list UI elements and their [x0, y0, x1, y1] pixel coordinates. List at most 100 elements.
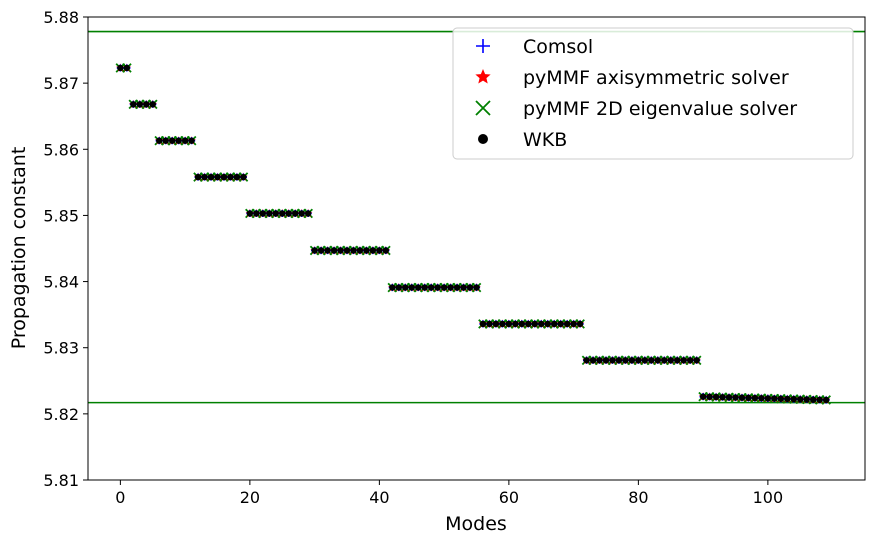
y-tick-label: 5.83	[43, 339, 79, 358]
dot-marker-mode-98	[751, 394, 759, 402]
dot-marker-mode-91	[706, 393, 713, 401]
dot-marker-mode-89	[693, 357, 700, 364]
dot-marker-mode-96	[738, 394, 746, 401]
x-tick-label: 0	[115, 488, 125, 507]
dot-marker-mode-109	[822, 396, 830, 404]
dot-marker-mode-61	[512, 320, 519, 328]
dot-marker-mode-63	[525, 320, 532, 328]
dot-marker-mode-73	[589, 357, 597, 364]
dot-marker-mode-82	[648, 357, 655, 364]
dot-marker-mode-28	[298, 210, 305, 217]
dot-marker-mode-76	[609, 357, 616, 364]
mode-group-5	[245, 208, 313, 219]
x-tick-label: 80	[628, 488, 648, 507]
dot-marker-mode-80	[635, 357, 642, 364]
x-tick-label: 100	[753, 488, 784, 507]
dot-marker-mode-99	[758, 395, 765, 402]
legend-label: pyMMF axisymmetric solver	[523, 67, 789, 89]
dot-marker-mode-68	[557, 320, 564, 328]
dot-marker-mode-87	[680, 357, 687, 364]
dot-marker-mode-94	[725, 394, 733, 401]
dot-marker-mode-4	[143, 101, 150, 108]
dot-marker-mode-56	[479, 320, 487, 328]
dot-marker-mode-71	[576, 320, 584, 328]
dot-marker-mode-48	[427, 284, 435, 291]
y-tick-label: 5.87	[43, 74, 79, 93]
dot-marker-mode-7	[162, 137, 169, 144]
dot-marker-mode-83	[654, 357, 661, 364]
legend-marker-dot	[478, 134, 488, 144]
y-tick-label: 5.81	[43, 471, 79, 490]
y-tick-label: 5.82	[43, 405, 79, 424]
mode-group-6	[309, 245, 391, 256]
dot-marker-mode-100	[764, 395, 772, 402]
dot-marker-mode-77	[615, 357, 623, 364]
dot-marker-mode-37	[356, 247, 364, 254]
dot-marker-mode-46	[415, 284, 422, 291]
dot-marker-mode-53	[460, 284, 467, 291]
dot-marker-mode-2	[130, 101, 137, 108]
dot-marker-mode-6	[156, 137, 163, 144]
dot-marker-mode-55	[473, 284, 480, 291]
legend-marker-plus	[476, 39, 490, 53]
dot-marker-mode-36	[350, 247, 357, 254]
dot-marker-mode-18	[233, 173, 241, 181]
dot-marker-mode-38	[363, 247, 370, 254]
legend-marker-star	[475, 69, 491, 84]
dot-marker-mode-20	[246, 210, 254, 217]
data-points	[115, 63, 831, 405]
legend-label: WKB	[523, 129, 567, 151]
mode-group-10	[698, 391, 831, 405]
dot-marker-mode-44	[402, 284, 409, 291]
dot-marker-mode-33	[330, 247, 338, 254]
dot-marker-mode-9	[175, 137, 182, 144]
legend-marker-x	[475, 100, 491, 116]
x-tick-label: 20	[240, 488, 260, 507]
dot-marker-mode-25	[279, 210, 286, 217]
dot-marker-mode-19	[240, 173, 247, 181]
dot-marker-mode-75	[602, 357, 610, 364]
dot-marker-mode-92	[712, 393, 720, 401]
x-tick-label: 60	[499, 488, 519, 507]
mode-group-2	[128, 99, 158, 110]
dot-marker-mode-0	[117, 64, 124, 72]
dot-marker-mode-14	[207, 173, 215, 181]
dot-marker-mode-21	[253, 210, 260, 217]
legend-box	[452, 27, 854, 160]
legend-label: Comsol	[523, 36, 593, 58]
dot-marker-mode-13	[201, 173, 208, 181]
y-tick-label: 5.88	[43, 8, 79, 27]
dot-marker-mode-47	[421, 284, 428, 291]
dot-marker-mode-97	[745, 394, 752, 402]
dot-marker-mode-1	[123, 64, 131, 72]
mode-group-9	[581, 355, 702, 366]
dot-marker-mode-10	[181, 137, 189, 144]
x-tick-label: 40	[369, 488, 389, 507]
dot-marker-mode-40	[376, 247, 383, 254]
y-axis-ticks: 5.81 5.82 5.83 5.84 5.85 5.86 5.87 5.88	[43, 8, 88, 490]
dot-marker-mode-51	[447, 284, 454, 291]
dot-marker-mode-27	[292, 210, 299, 217]
dot-marker-mode-34	[337, 247, 344, 254]
dot-marker-mode-45	[408, 284, 415, 291]
dot-marker-mode-60	[505, 320, 513, 328]
dot-marker-mode-106	[803, 396, 810, 403]
dot-marker-mode-15	[214, 173, 221, 181]
dot-marker-mode-79	[628, 357, 636, 364]
dot-marker-mode-95	[732, 394, 739, 401]
dot-marker-mode-3	[136, 101, 143, 108]
dot-marker-mode-107	[810, 396, 817, 403]
dot-marker-mode-30	[311, 247, 318, 254]
dot-marker-mode-104	[790, 395, 797, 403]
dot-marker-mode-54	[466, 284, 474, 291]
dot-marker-mode-23	[266, 210, 273, 217]
dot-marker-mode-86	[674, 357, 681, 364]
dot-marker-mode-52	[453, 284, 461, 291]
dot-marker-mode-105	[797, 396, 804, 403]
dot-marker-mode-42	[389, 284, 396, 291]
dot-marker-mode-70	[570, 320, 577, 328]
y-axis-label: Propagation constant	[8, 147, 30, 350]
dot-marker-mode-41	[382, 247, 390, 254]
dot-marker-mode-17	[227, 173, 234, 181]
dot-marker-mode-74	[596, 357, 603, 364]
